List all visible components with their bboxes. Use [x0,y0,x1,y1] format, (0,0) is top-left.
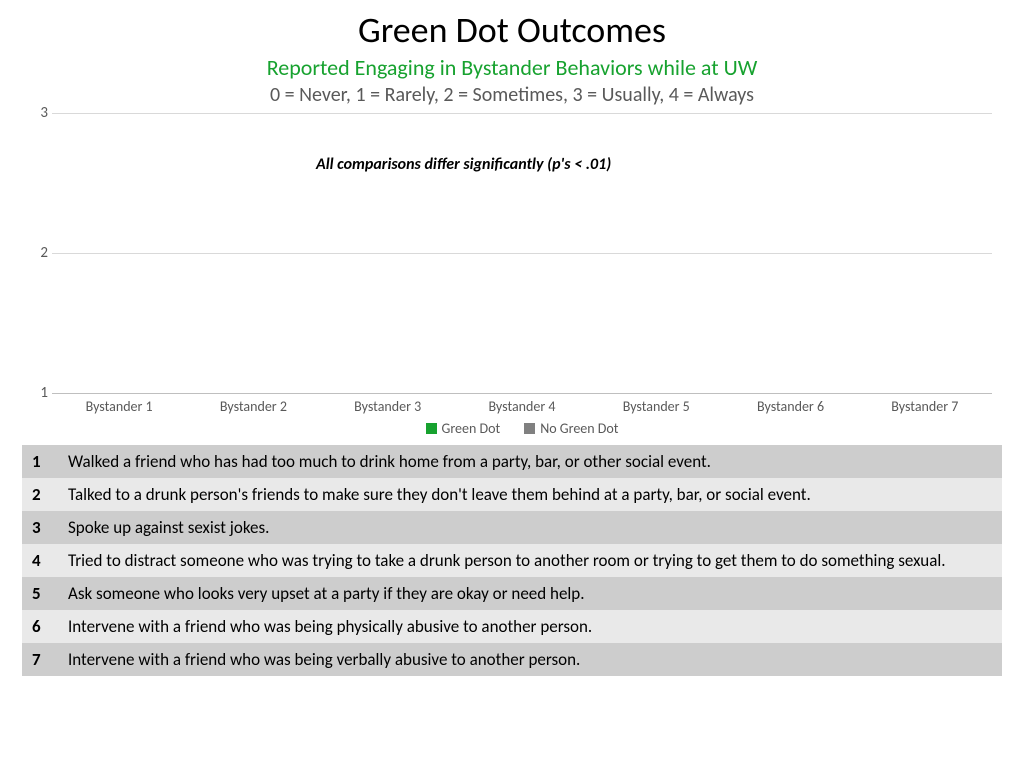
table-row-num: 5 [22,577,58,610]
table-row: 7Intervene with a friend who was being v… [22,643,1002,676]
bystander-description-table: 1Walked a friend who has had too much to… [22,445,1002,676]
chart-annotation: All comparisons differ significantly (p'… [316,155,611,174]
table-row-text: Walked a friend who has had too much to … [58,445,1002,478]
subtitle: Reported Engaging in Bystander Behaviors… [12,54,1012,81]
y-tick-label: 3 [24,104,48,122]
table-row: 3Spoke up against sexist jokes. [22,511,1002,544]
y-tick-label: 2 [24,244,48,262]
legend-label: Green Dot [442,420,501,437]
table-row: 2Talked to a drunk person's friends to m… [22,478,1002,511]
page-title: Green Dot Outcomes [12,8,1012,52]
legend-item: Green Dot [426,420,501,437]
table-row: 5Ask someone who looks very upset at a p… [22,577,1002,610]
slide-container: Green Dot Outcomes Reported Engaging in … [0,0,1024,768]
x-tick-label: Bystander 4 [472,398,572,415]
chart-x-labels: Bystander 1 Bystander 2 Bystander 3 Bystand… [52,398,992,415]
scale-label: 0 = Never, 1 = Rarely, 2 = Sometimes, 3 … [12,83,1012,107]
x-tick-label: Bystander 1 [69,398,169,415]
table-row-text: Tried to distract someone who was trying… [58,544,1002,577]
legend-swatch [524,423,535,434]
gridline [52,393,992,394]
x-tick-label: Bystander 6 [741,398,841,415]
table-row-num: 1 [22,445,58,478]
x-tick-label: Bystander 5 [606,398,706,415]
table-row-text: Ask someone who looks very upset at a pa… [58,577,1002,610]
table-row: 4Tried to distract someone who was tryin… [22,544,1002,577]
y-tick-label: 1 [24,384,48,402]
table-row-num: 7 [22,643,58,676]
table-row-num: 3 [22,511,58,544]
table-row-text: Talked to a drunk person's friends to ma… [58,478,1002,511]
table-row-num: 4 [22,544,58,577]
bar-chart: 123 Bystander 1Bystander 2Bystander 3Bys… [22,113,1002,433]
x-tick-label: Bystander 2 [203,398,303,415]
table-row-text: Intervene with a friend who was being ph… [58,610,1002,643]
table-row-text: Intervene with a friend who was being ve… [58,643,1002,676]
chart-legend: Green Dot No Green Dot [52,420,992,437]
table-row-num: 2 [22,478,58,511]
x-tick-label: Bystander 7 [875,398,975,415]
table-row: 1Walked a friend who has had too much to… [22,445,1002,478]
legend-swatch [426,423,437,434]
x-tick-label: Bystander 3 [338,398,438,415]
legend-item: No Green Dot [524,420,618,437]
legend-label: No Green Dot [540,420,618,437]
table-row-num: 6 [22,610,58,643]
table-row: 6Intervene with a friend who was being p… [22,610,1002,643]
table-row-text: Spoke up against sexist jokes. [58,511,1002,544]
